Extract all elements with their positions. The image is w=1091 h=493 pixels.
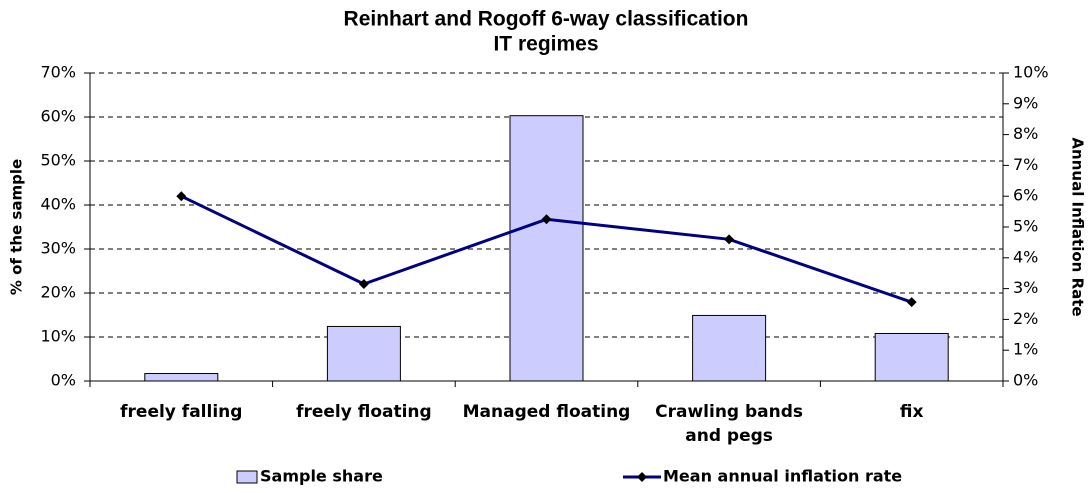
y2-tick-label: 0% — [1013, 371, 1038, 390]
y2-tick-label: 1% — [1013, 340, 1038, 359]
chart-title: Reinhart and Rogoff 6-way classification — [344, 8, 749, 31]
marker — [906, 297, 917, 308]
y-tick-label: 60% — [40, 107, 76, 126]
x-tick-label: fix — [899, 402, 924, 422]
x-tick-label: freely falling — [120, 402, 243, 422]
legend-marker — [637, 472, 647, 482]
chart-subtitle: IT regimes — [493, 33, 598, 56]
y-tick-label: 10% — [40, 327, 76, 346]
y-tick-label: 40% — [40, 195, 76, 214]
x-tick-label: Managed floating — [462, 402, 631, 422]
y2-tick-label: 4% — [1013, 247, 1038, 266]
marker — [176, 191, 187, 202]
y2-tick-label: 7% — [1013, 155, 1038, 174]
y-axis-title: % of the sample — [8, 159, 26, 295]
y-tick-label: 20% — [40, 283, 76, 302]
marker — [541, 214, 552, 225]
bar — [326, 325, 401, 382]
y2-tick-label: 5% — [1013, 217, 1038, 236]
y-tick-label: 50% — [40, 151, 76, 170]
marker — [358, 278, 369, 289]
marker — [724, 234, 735, 245]
y2-tick-label: 9% — [1013, 93, 1038, 112]
legend-swatch — [236, 470, 258, 484]
y2-tick-label: 8% — [1013, 124, 1038, 143]
legend-label: Mean annual inflation rate — [663, 467, 902, 486]
legend-label: Sample share — [260, 467, 383, 486]
bar — [874, 332, 949, 382]
y2-tick-label: 2% — [1013, 309, 1038, 328]
y-tick-label: 70% — [40, 63, 76, 82]
x-tick-label: Crawling bands and pegs — [655, 402, 804, 446]
bar — [144, 373, 219, 382]
y-tick-label: 30% — [40, 239, 76, 258]
bar — [692, 314, 767, 382]
y2-tick-label: 6% — [1013, 186, 1038, 205]
x-tick-label: freely floating — [296, 402, 432, 422]
y2-tick-label: 10% — [1013, 63, 1049, 82]
y-tick-label: 0% — [51, 371, 76, 390]
y2-tick-label: 3% — [1013, 278, 1038, 297]
bar — [509, 115, 584, 382]
y2-axis-title: Annual Inflation Rate — [1069, 137, 1087, 316]
